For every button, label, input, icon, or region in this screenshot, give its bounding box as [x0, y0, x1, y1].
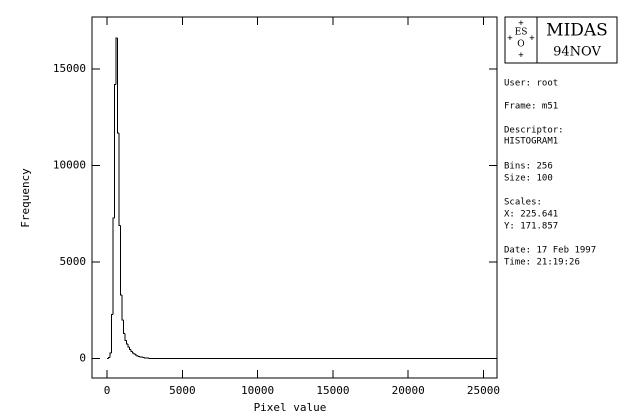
histogram-bin	[120, 225, 123, 296]
info-line: HISTOGRAM1	[504, 137, 558, 147]
logo-name: MIDAS	[546, 21, 608, 41]
histogram-bin	[138, 355, 141, 357]
histogram-bin	[123, 320, 126, 335]
y-tick-label: 10000	[53, 159, 86, 172]
x-tick-label: 20000	[392, 384, 425, 397]
histogram-bin	[126, 340, 129, 345]
histogram-bin	[121, 294, 124, 321]
x-tick-label: 10000	[241, 384, 274, 397]
histogram-bin	[124, 333, 127, 341]
logo-star: +	[529, 34, 535, 44]
logo-box	[504, 16, 618, 64]
x-tick-label: 25000	[467, 384, 500, 397]
x-tick-label: 5000	[169, 384, 196, 397]
histogram-bin	[109, 352, 112, 358]
info-line: Time: 21:19:26	[504, 258, 580, 268]
info-line: Frame: m51	[504, 102, 558, 112]
histogram-bin	[115, 37, 118, 85]
histogram-bin	[108, 357, 111, 359]
histogram-bin	[135, 354, 138, 356]
x-tick-label: 0	[104, 384, 111, 397]
histogram-bin	[112, 217, 115, 315]
plot-frame	[91, 16, 498, 379]
x-axis-label: Pixel value	[254, 401, 327, 414]
info-line: User: root	[504, 79, 558, 89]
info-line: Date: 17 Feb 1997	[504, 246, 596, 256]
logo: ES O + + + + MIDAS 94NOV	[504, 16, 618, 64]
histogram-bin	[129, 347, 132, 350]
info-line: X: 225.641	[504, 210, 558, 220]
histogram-bin	[114, 84, 117, 218]
y-tick-label: 15000	[53, 62, 86, 75]
histogram-bin	[127, 344, 130, 348]
info-line: Bins: 256	[504, 162, 553, 172]
logo-star: +	[518, 19, 524, 29]
logo-star: +	[518, 51, 524, 61]
histogram-bin	[117, 38, 120, 134]
info-line: Size: 100	[504, 174, 553, 184]
histogram-bin	[118, 132, 121, 226]
info-line: Descriptor:	[504, 126, 564, 136]
y-tick-label: 0	[79, 352, 86, 365]
y-axis-label: Frequency	[19, 168, 32, 228]
histogram-bin	[136, 355, 139, 357]
histogram-bin	[130, 349, 133, 352]
logo-star: +	[507, 34, 513, 44]
histogram-bin	[111, 313, 114, 353]
info-line: Y: 171.857	[504, 222, 558, 232]
histogram-bin	[133, 352, 136, 355]
y-tick-label: 5000	[60, 255, 87, 268]
logo-eso: O	[517, 40, 524, 50]
logo-eso: ES	[515, 28, 528, 38]
histogram-bin	[132, 351, 135, 354]
logo-version: 94NOV	[553, 45, 601, 60]
info-line: Scales:	[504, 198, 542, 208]
x-tick-label: 15000	[316, 384, 349, 397]
